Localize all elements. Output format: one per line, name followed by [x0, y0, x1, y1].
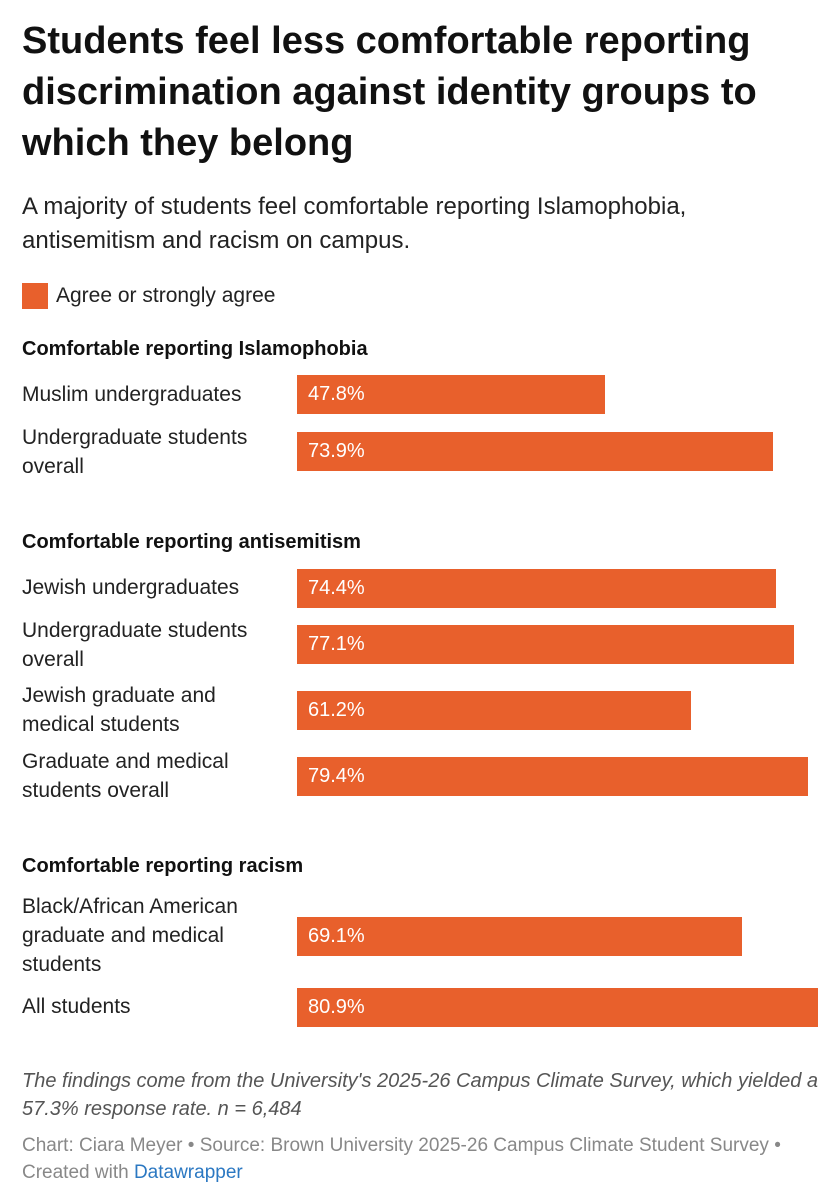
legend-swatch — [22, 283, 48, 309]
bar-value-label: 69.1% — [308, 925, 365, 947]
legend: Agree or strongly agree — [22, 282, 275, 310]
bar-label: Muslim undergraduates — [22, 383, 242, 406]
bar-label: Jewish undergraduates — [22, 576, 240, 599]
bar-label: Graduate and medical students overall — [22, 750, 229, 802]
bar-label: Black/African American graduate and medi… — [22, 895, 238, 976]
bar-value-label: 79.4% — [308, 765, 365, 787]
bar: 69.1% — [297, 917, 742, 956]
bar: 47.8% — [297, 375, 605, 414]
chart-note: The findings come from the University's … — [22, 1070, 819, 1120]
bar: 79.4% — [297, 757, 808, 796]
bar-label: All students — [22, 995, 131, 1018]
credit-separator: • — [774, 1135, 781, 1156]
bar-label: Jewish graduate and medical students — [22, 684, 216, 736]
datawrapper-link[interactable]: Datawrapper — [133, 1162, 243, 1183]
group-title: Comfortable reporting racism — [22, 855, 304, 877]
legend-label: Agree or strongly agree — [56, 284, 276, 307]
credits: Chart: Ciara Meyer • Source: Brown Unive… — [22, 1132, 822, 1186]
bar-label: Undergraduate students overall — [22, 426, 248, 478]
bar-value-label: 77.1% — [308, 633, 365, 655]
group-title: Comfortable reporting antisemitism — [22, 531, 361, 553]
bar: 77.1% — [297, 625, 794, 664]
credit-separator: • — [187, 1135, 195, 1156]
bar-value-label: 73.9% — [308, 440, 365, 462]
bar: 61.2% — [297, 691, 691, 730]
bar-label: Undergraduate students overall — [22, 619, 248, 671]
bar-value-label: 74.4% — [308, 577, 365, 599]
bar: 74.4% — [297, 569, 776, 608]
credit-author: Chart: Ciara Meyer — [22, 1135, 183, 1156]
chart-subtitle: A majority of students feel comfortable … — [22, 193, 687, 254]
group-title: Comfortable reporting Islamophobia — [22, 338, 368, 360]
bar-value-label: 47.8% — [308, 383, 365, 405]
credit-source: Source: Brown University 2025-26 Campus … — [199, 1135, 769, 1156]
bar-value-label: 61.2% — [308, 699, 365, 721]
bar: 73.9% — [297, 432, 773, 471]
chart-title: Students feel less comfortable reporting… — [22, 20, 757, 164]
bar-value-label: 80.9% — [308, 996, 365, 1018]
bar: 80.9% — [297, 988, 818, 1027]
credit-created-with: Created with — [22, 1162, 129, 1183]
